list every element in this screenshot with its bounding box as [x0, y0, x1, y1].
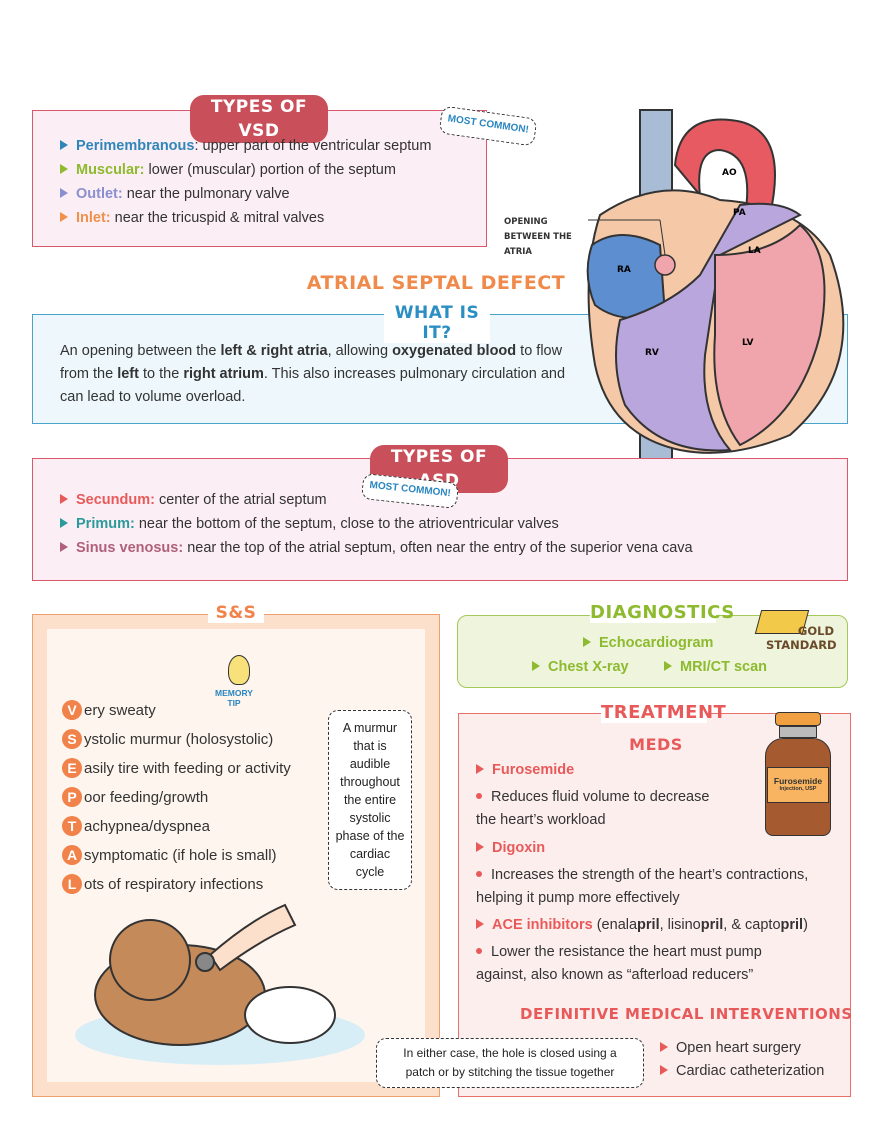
mnemonic-letter: T	[62, 816, 82, 836]
vial-illustration: Furosemide Injection, USP	[763, 712, 833, 837]
heart-label-ra: RA	[617, 265, 631, 275]
asd-type-item: Secundum: center of the atrial septum	[60, 492, 327, 508]
heart-label-pa: PA	[733, 208, 746, 218]
mnemonic-letter: A	[62, 845, 82, 865]
diagnostic-mri-ct: MRI/CT scan	[664, 659, 767, 675]
arrow-icon	[532, 661, 540, 671]
vsd-type-item: Outlet: near the pulmonary valve	[60, 186, 290, 202]
ss-title: S&S	[208, 603, 264, 623]
baby-stethoscope-illustration	[75, 903, 365, 1065]
med-ace-inhibitors: ACE inhibitors (enalapril, lisinopril, &…	[476, 917, 808, 933]
arrow-icon	[60, 140, 68, 150]
murmur-note: A murmur that is audible throughout the …	[328, 710, 412, 890]
heart-label-rv: RV	[645, 348, 659, 358]
interventions-note: In either case, the hole is closed using…	[376, 1038, 644, 1088]
arrow-icon	[476, 919, 484, 929]
arrow-icon	[664, 661, 672, 671]
asd-types-box	[32, 458, 848, 581]
arrow-icon	[660, 1042, 668, 1052]
heart-label-ao: AO	[722, 168, 737, 178]
asd-description: An opening between the left & right atri…	[60, 343, 566, 405]
ace-desc: Lower the resistance the heart must pump…	[476, 944, 762, 983]
interventions-title: DEFINITIVE MEDICAL INTERVENTIONS	[520, 1005, 853, 1023]
arrow-icon	[60, 518, 68, 528]
gold-standard-label: GOLD STANDARD	[766, 624, 837, 652]
mnemonic-letter: L	[62, 874, 82, 894]
intervention-open-heart-surgery: Open heart surgery	[660, 1040, 801, 1056]
diagnostics-title: DIAGNOSTICS	[590, 602, 735, 623]
vial-sublabel: Injection, USP	[779, 786, 817, 792]
mnemonic-letter: P	[62, 787, 82, 807]
asd-title: ATRIAL SEPTAL DEFECT	[306, 272, 566, 294]
treatment-title: TREATMENT	[601, 702, 727, 723]
arrow-icon	[60, 212, 68, 222]
meds-title: MEDS	[629, 735, 683, 754]
heart-label-lv: LV	[742, 338, 753, 348]
arrow-icon	[476, 842, 484, 852]
vsd-type-item: Muscular: lower (muscular) portion of th…	[60, 162, 396, 178]
bullet-icon	[476, 871, 482, 877]
arrow-icon	[583, 637, 591, 647]
vial-label: Furosemide	[773, 776, 823, 786]
heart-illustration: RA RV AO PA LA LV	[586, 109, 845, 471]
vsd-title: TYPES OF VSD	[190, 95, 328, 143]
heart-label-la: LA	[748, 246, 761, 256]
diagnostic-echocardiogram: Echocardiogram	[583, 635, 713, 651]
diagnostic-chest-xray: Chest X-ray	[532, 659, 629, 675]
med-furosemide: Furosemide	[476, 762, 574, 778]
arrow-icon	[660, 1065, 668, 1075]
arrow-icon	[60, 494, 68, 504]
mnemonic-letter: V	[62, 700, 82, 720]
mnemonic-letter: S	[62, 729, 82, 749]
lightbulb-icon	[228, 655, 250, 685]
asd-type-item: Sinus venosus: near the top of the atria…	[60, 540, 693, 556]
intervention-cardiac-catheterization: Cardiac catheterization	[660, 1063, 824, 1079]
memory-tip-label: MEMORY TIP	[215, 688, 253, 708]
heart-callout: OPENING BETWEEN THE ATRIA	[504, 217, 572, 257]
bullet-icon	[476, 793, 482, 799]
med-digoxin: Digoxin	[476, 840, 545, 856]
vsd-type-item: Perimembranous: upper part of the ventri…	[60, 138, 431, 154]
what-is-it-title: WHAT IS IT?	[384, 303, 490, 343]
digoxin-desc: Increases the strength of the heart’s co…	[476, 867, 809, 906]
furosemide-desc: Reduces fluid volume to decrease the hear…	[476, 789, 710, 828]
arrow-icon	[60, 164, 68, 174]
mnemonic-letter: E	[62, 758, 82, 778]
asd-type-item: Primum: near the bottom of the septum, c…	[60, 516, 559, 532]
arrow-icon	[476, 764, 484, 774]
arrow-icon	[60, 188, 68, 198]
vsd-type-item: Inlet: near the tricuspid & mitral valve…	[60, 210, 324, 226]
arrow-icon	[60, 542, 68, 552]
bullet-icon	[476, 948, 482, 954]
